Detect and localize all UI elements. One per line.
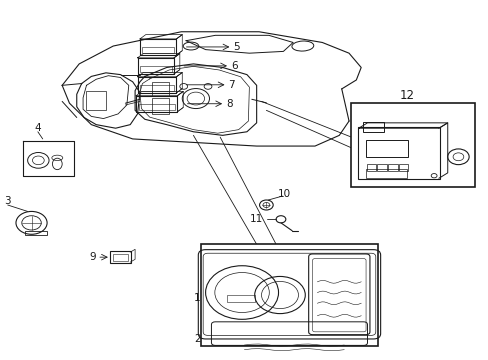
Text: 4: 4 bbox=[35, 123, 41, 133]
Text: 8: 8 bbox=[225, 99, 232, 109]
Text: 7: 7 bbox=[228, 80, 235, 90]
Text: 6: 6 bbox=[230, 61, 237, 71]
FancyBboxPatch shape bbox=[201, 244, 377, 346]
Text: 9: 9 bbox=[89, 252, 96, 262]
FancyBboxPatch shape bbox=[351, 103, 474, 187]
Text: 5: 5 bbox=[233, 42, 240, 52]
Text: 2: 2 bbox=[194, 334, 201, 344]
Text: 1: 1 bbox=[194, 293, 201, 303]
Text: 10: 10 bbox=[278, 189, 291, 199]
Text: 3: 3 bbox=[4, 197, 11, 206]
Text: 12: 12 bbox=[399, 89, 414, 102]
Text: 11: 11 bbox=[249, 214, 263, 224]
